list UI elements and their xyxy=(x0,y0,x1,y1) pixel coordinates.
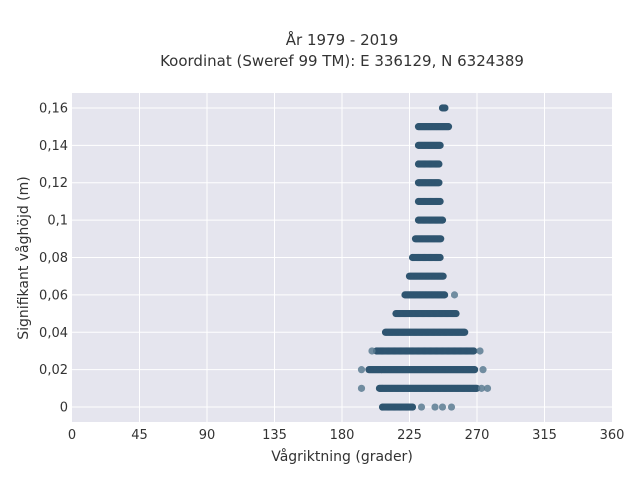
data-point xyxy=(357,366,366,374)
data-point xyxy=(436,141,444,149)
y-tick-label: 0,16 xyxy=(39,101,68,116)
data-point xyxy=(436,197,444,206)
data-point xyxy=(435,160,443,168)
y-tick-label: 0,04 xyxy=(39,326,68,341)
x-tick-label: 225 xyxy=(397,428,422,443)
data-point xyxy=(483,384,492,392)
y-tick-label: 0 xyxy=(60,401,68,416)
y-tick-labels: 0 0,02 0,04 0,06 0,08 0,1 0,12 0,14 0,16 xyxy=(39,101,68,415)
y-tick-label: 0,08 xyxy=(39,251,68,266)
data-point xyxy=(431,403,439,411)
y-tick-label: 0,12 xyxy=(39,176,68,191)
x-tick-labels: 0 45 90 135 180 225 270 315 360 xyxy=(68,428,625,443)
data-point xyxy=(452,309,460,318)
data-point xyxy=(447,403,456,411)
data-point xyxy=(438,216,447,224)
x-tick-label: 270 xyxy=(465,428,490,443)
x-tick-label: 315 xyxy=(532,428,557,443)
data-point xyxy=(461,328,469,336)
x-tick-label: 360 xyxy=(600,428,625,443)
data-point xyxy=(408,403,417,411)
data-point xyxy=(438,403,447,411)
data-point xyxy=(441,104,449,112)
x-tick-label: 135 xyxy=(262,428,287,443)
data-point xyxy=(417,403,426,411)
data-points xyxy=(357,104,492,411)
chart-title-line2: Koordinat (Sweref 99 TM): E 336129, N 63… xyxy=(160,52,524,70)
y-tick-label: 0,02 xyxy=(39,363,68,378)
grid-lines xyxy=(72,93,612,422)
data-point xyxy=(368,347,376,355)
data-point xyxy=(437,235,445,243)
y-tick-label: 0,14 xyxy=(39,139,68,154)
data-point xyxy=(477,384,486,392)
y-tick-label: 0,06 xyxy=(39,288,68,303)
x-axis-label: Vågriktning (grader) xyxy=(271,448,413,465)
data-point xyxy=(471,366,479,374)
y-tick-label: 0,1 xyxy=(47,214,68,229)
data-point xyxy=(450,291,459,299)
x-tick-label: 0 xyxy=(68,428,76,443)
data-point xyxy=(357,384,366,392)
data-point xyxy=(435,179,443,187)
y-axis-label: Signifikant våghöjd (m) xyxy=(15,176,32,339)
x-tick-label: 45 xyxy=(131,428,148,443)
data-point xyxy=(436,253,444,262)
data-point xyxy=(470,347,478,355)
chart-title-line1: År 1979 - 2019 xyxy=(286,30,399,49)
x-tick-label: 180 xyxy=(330,428,355,443)
data-point xyxy=(441,291,449,299)
data-point xyxy=(444,123,453,131)
data-point xyxy=(439,272,447,280)
x-tick-label: 90 xyxy=(199,428,216,443)
data-point xyxy=(476,347,484,355)
data-point xyxy=(479,366,487,374)
